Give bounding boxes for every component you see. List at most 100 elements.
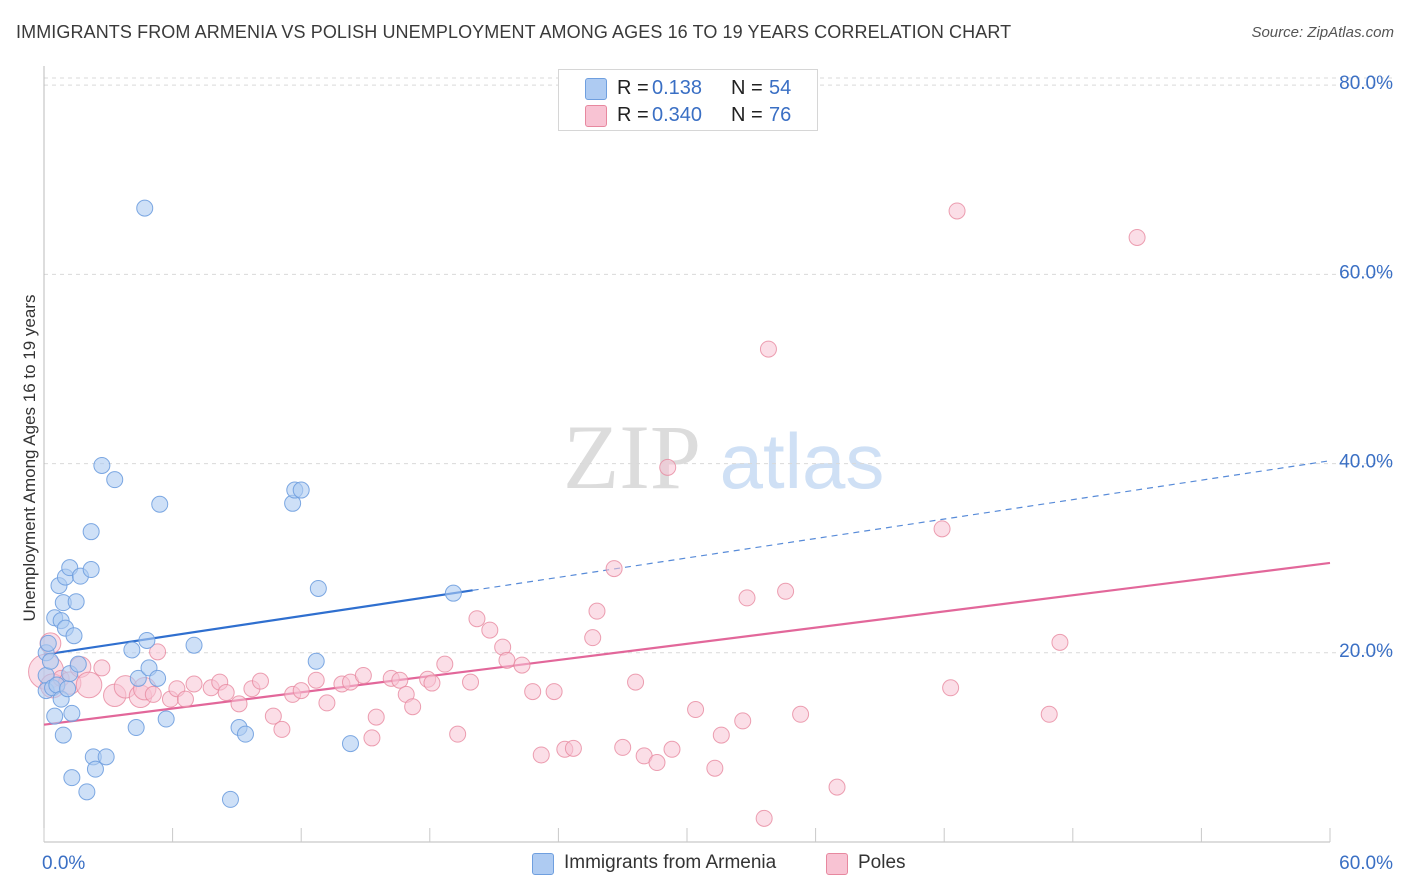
armenia-trend-line [43, 589, 473, 656]
watermark: ZIP atlas [563, 406, 884, 508]
n-value: 54 [769, 77, 792, 99]
legend-swatch-poles [585, 105, 607, 127]
poles-point [933, 520, 951, 538]
watermark-atlas: atlas [720, 417, 885, 505]
poles-point [176, 690, 194, 708]
poles-point [363, 729, 381, 747]
armenia-point [93, 456, 111, 474]
n-value: 76 [769, 104, 792, 126]
poles-point [481, 621, 499, 639]
poles-trend-line [43, 561, 1331, 726]
y-tick-label: 60.0% [1339, 262, 1393, 283]
poles-point [792, 705, 810, 723]
armenia-point [129, 669, 147, 687]
poles-point [659, 458, 677, 476]
poles-point [149, 643, 167, 661]
armenia-point [341, 735, 359, 753]
poles-point [449, 725, 467, 743]
poles-point [230, 695, 248, 713]
armenia-point [157, 710, 175, 728]
armenia-point [444, 584, 462, 602]
legend-swatch-poles [826, 853, 848, 875]
poles-point [734, 712, 752, 730]
armenia-point [123, 641, 141, 659]
armenia-point [82, 523, 100, 541]
legend-label-poles: Poles [858, 852, 906, 873]
armenia-point [78, 783, 96, 801]
poles-point [564, 739, 582, 757]
r-value: 0.340 [652, 104, 703, 126]
poles-point [706, 759, 724, 777]
poles-point [513, 656, 531, 674]
armenia-point [39, 634, 57, 652]
poles-point [1040, 705, 1058, 723]
x-tick-label: 0.0% [42, 853, 85, 874]
poles-point [1128, 228, 1146, 246]
armenia-point [59, 680, 77, 698]
poles-point [391, 671, 409, 689]
armenia-point [82, 561, 100, 579]
legend-swatch-armenia [585, 78, 607, 100]
armenia-point [292, 481, 310, 499]
poles-point [251, 672, 269, 690]
armenia-point [138, 631, 156, 649]
poles-point [498, 651, 516, 669]
poles-point [307, 671, 325, 689]
armenia-point [63, 769, 81, 787]
poles-point [532, 746, 550, 764]
y-tick-label: 40.0% [1339, 452, 1393, 473]
poles-point [292, 682, 310, 700]
armenia-point [185, 636, 203, 654]
armenia-point [149, 669, 167, 687]
poles-point [144, 685, 162, 703]
poles-point [712, 726, 730, 744]
poles-point [738, 589, 756, 607]
poles-point [423, 674, 441, 692]
x-tick-label: 60.0% [1339, 853, 1393, 874]
legend-row-poles: R = 0.340 N = 76 [559, 102, 817, 129]
poles-point [663, 740, 681, 758]
y-axis-label: Unemployment Among Ages 16 to 19 years [20, 294, 39, 622]
armenia-point [46, 707, 64, 725]
armenia-point [67, 593, 85, 611]
poles-point [605, 560, 623, 578]
poles-point [759, 340, 777, 358]
poles-point [1051, 633, 1069, 651]
armenia-point [236, 725, 254, 743]
chart-title: IMMIGRANTS FROM ARMENIA VS POLISH UNEMPL… [16, 22, 1012, 42]
source-label: Source: ZipAtlas.com [1251, 24, 1394, 41]
armenia-point [221, 790, 239, 808]
watermark-zip: ZIP [563, 406, 701, 508]
armenia-point [65, 627, 83, 645]
poles-point [777, 582, 795, 600]
poles-point [828, 778, 846, 796]
poles-point [948, 202, 966, 220]
poles-point [404, 698, 422, 716]
poles-point [185, 675, 203, 693]
poles-point [264, 707, 282, 725]
armenia-point [69, 655, 87, 673]
armenia-point [151, 495, 169, 513]
poles-point [584, 629, 602, 647]
poles-point [462, 673, 480, 691]
armenia-point [309, 579, 327, 597]
poles-point [614, 738, 632, 756]
poles-point [273, 720, 291, 738]
legend-row-armenia: R = 0.138 N = 54 [559, 75, 817, 102]
tick-labels: 20.0% 40.0% 60.0% 80.0% 0.0% 60.0% [42, 73, 1393, 874]
axes [43, 66, 1331, 843]
armenia-point [86, 760, 104, 778]
poles-point [468, 610, 486, 628]
poles-point [545, 683, 563, 701]
armenia-point [127, 719, 145, 737]
armenia-point [63, 704, 81, 722]
r-label: R = [617, 77, 649, 99]
legend-label-armenia: Immigrants from Armenia [564, 852, 777, 873]
poles-point [93, 659, 111, 677]
poles-point [627, 673, 645, 691]
poles-point [75, 671, 103, 699]
poles-point [367, 708, 385, 726]
legend-swatch-armenia [532, 853, 554, 875]
y-tick-label: 20.0% [1339, 641, 1393, 662]
